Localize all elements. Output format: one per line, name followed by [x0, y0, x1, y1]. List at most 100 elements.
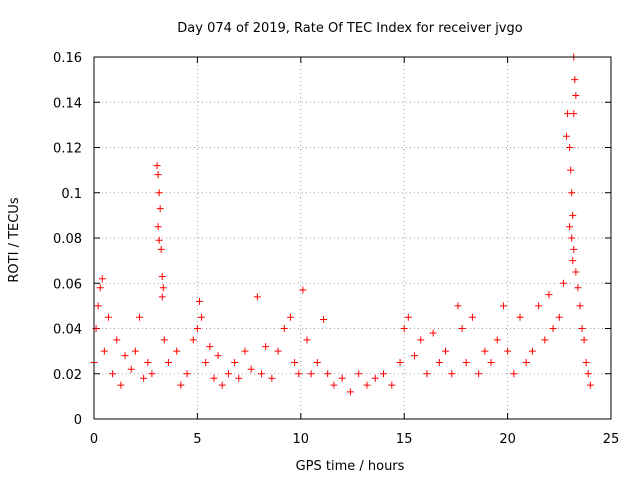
data-point: [157, 245, 165, 253]
data-point: [155, 189, 163, 197]
data-point: [571, 76, 579, 84]
data-point: [493, 336, 501, 344]
data-point: [159, 284, 167, 292]
data-point: [576, 302, 584, 310]
data-point: [429, 329, 437, 337]
data-point: [569, 257, 577, 265]
data-point: [510, 370, 518, 378]
data-point: [202, 358, 210, 366]
data-point: [458, 325, 466, 332]
data-point: [411, 352, 419, 360]
data-point: [535, 302, 543, 310]
data-point: [235, 374, 243, 382]
data-point: [135, 313, 143, 321]
data-point: [258, 370, 266, 378]
data-point: [286, 313, 294, 321]
data-point: [566, 144, 574, 151]
data-point: [584, 370, 592, 378]
data-point: [487, 358, 495, 366]
data-point: [545, 291, 553, 299]
data-point: [253, 293, 261, 301]
data-point: [231, 358, 239, 366]
x-tick-label: 5: [193, 432, 201, 447]
data-point: [160, 336, 168, 344]
data-point: [148, 370, 156, 378]
y-tick-label: 0: [74, 413, 82, 428]
y-tick-label: 0.1: [61, 187, 82, 202]
data-point: [481, 347, 489, 355]
data-point: [214, 352, 222, 360]
data-point: [555, 313, 563, 321]
data-point: [563, 132, 571, 140]
data-point: [155, 236, 163, 244]
data-point: [578, 325, 586, 332]
data-point: [417, 336, 425, 344]
y-tick-label: 0.02: [53, 368, 82, 383]
data-point: [549, 325, 557, 332]
data-point: [528, 347, 536, 355]
x-tick-label: 15: [396, 432, 413, 447]
data-point: [564, 110, 572, 118]
data-point: [206, 343, 214, 351]
data-point: [566, 223, 574, 231]
data-point: [380, 370, 388, 378]
data-point: [177, 381, 185, 389]
x-tick-label: 20: [499, 432, 516, 447]
y-tick-label: 0.12: [53, 142, 82, 157]
x-tick-label: 25: [603, 432, 620, 447]
data-point: [499, 302, 507, 310]
data-point: [475, 370, 483, 378]
data-point: [164, 358, 172, 366]
data-point: [268, 374, 276, 382]
data-point: [371, 374, 379, 382]
data-point: [117, 381, 125, 389]
data-point: [195, 297, 203, 305]
data-point: [224, 370, 232, 378]
data-point: [295, 370, 303, 378]
y-tick-label: 0.04: [53, 323, 82, 338]
data-point: [468, 313, 476, 321]
data-point: [96, 284, 104, 292]
plot-frame: [93, 56, 612, 420]
data-point: [198, 313, 206, 321]
data-point: [193, 325, 201, 332]
data-point: [127, 365, 135, 373]
x-axis-label: GPS time / hours: [296, 459, 405, 474]
data-point: [338, 374, 346, 382]
data-point: [570, 245, 578, 253]
data-point: [262, 343, 270, 351]
data-point: [280, 325, 288, 332]
data-point: [504, 347, 512, 355]
data-point: [574, 284, 582, 292]
data-point: [462, 358, 470, 366]
data-point: [154, 223, 162, 231]
data-point: [218, 381, 226, 389]
x-tick-label: 0: [90, 432, 98, 447]
data-point: [568, 234, 576, 242]
data-point: [307, 370, 315, 378]
data-point: [109, 370, 117, 378]
data-point: [94, 302, 102, 310]
data-point: [396, 358, 404, 366]
data-point: [442, 347, 450, 355]
y-axis-label: ROTI / TECUs: [7, 197, 22, 282]
data-point: [388, 381, 396, 389]
data-point: [210, 374, 218, 382]
data-point: [144, 358, 152, 366]
data-point: [131, 347, 139, 355]
data-point: [324, 370, 332, 378]
data-point: [274, 347, 282, 355]
data-point: [448, 370, 456, 378]
data-point: [121, 352, 129, 360]
data-point: [567, 166, 575, 174]
data-point: [158, 272, 166, 280]
data-point: [299, 286, 307, 294]
data-point: [98, 275, 106, 283]
data-point: [568, 189, 576, 197]
data-point: [189, 336, 197, 344]
data-point: [140, 374, 148, 382]
data-point: [582, 358, 590, 366]
data-point: [313, 358, 321, 366]
data-point: [153, 162, 161, 170]
data-point: [303, 336, 311, 344]
